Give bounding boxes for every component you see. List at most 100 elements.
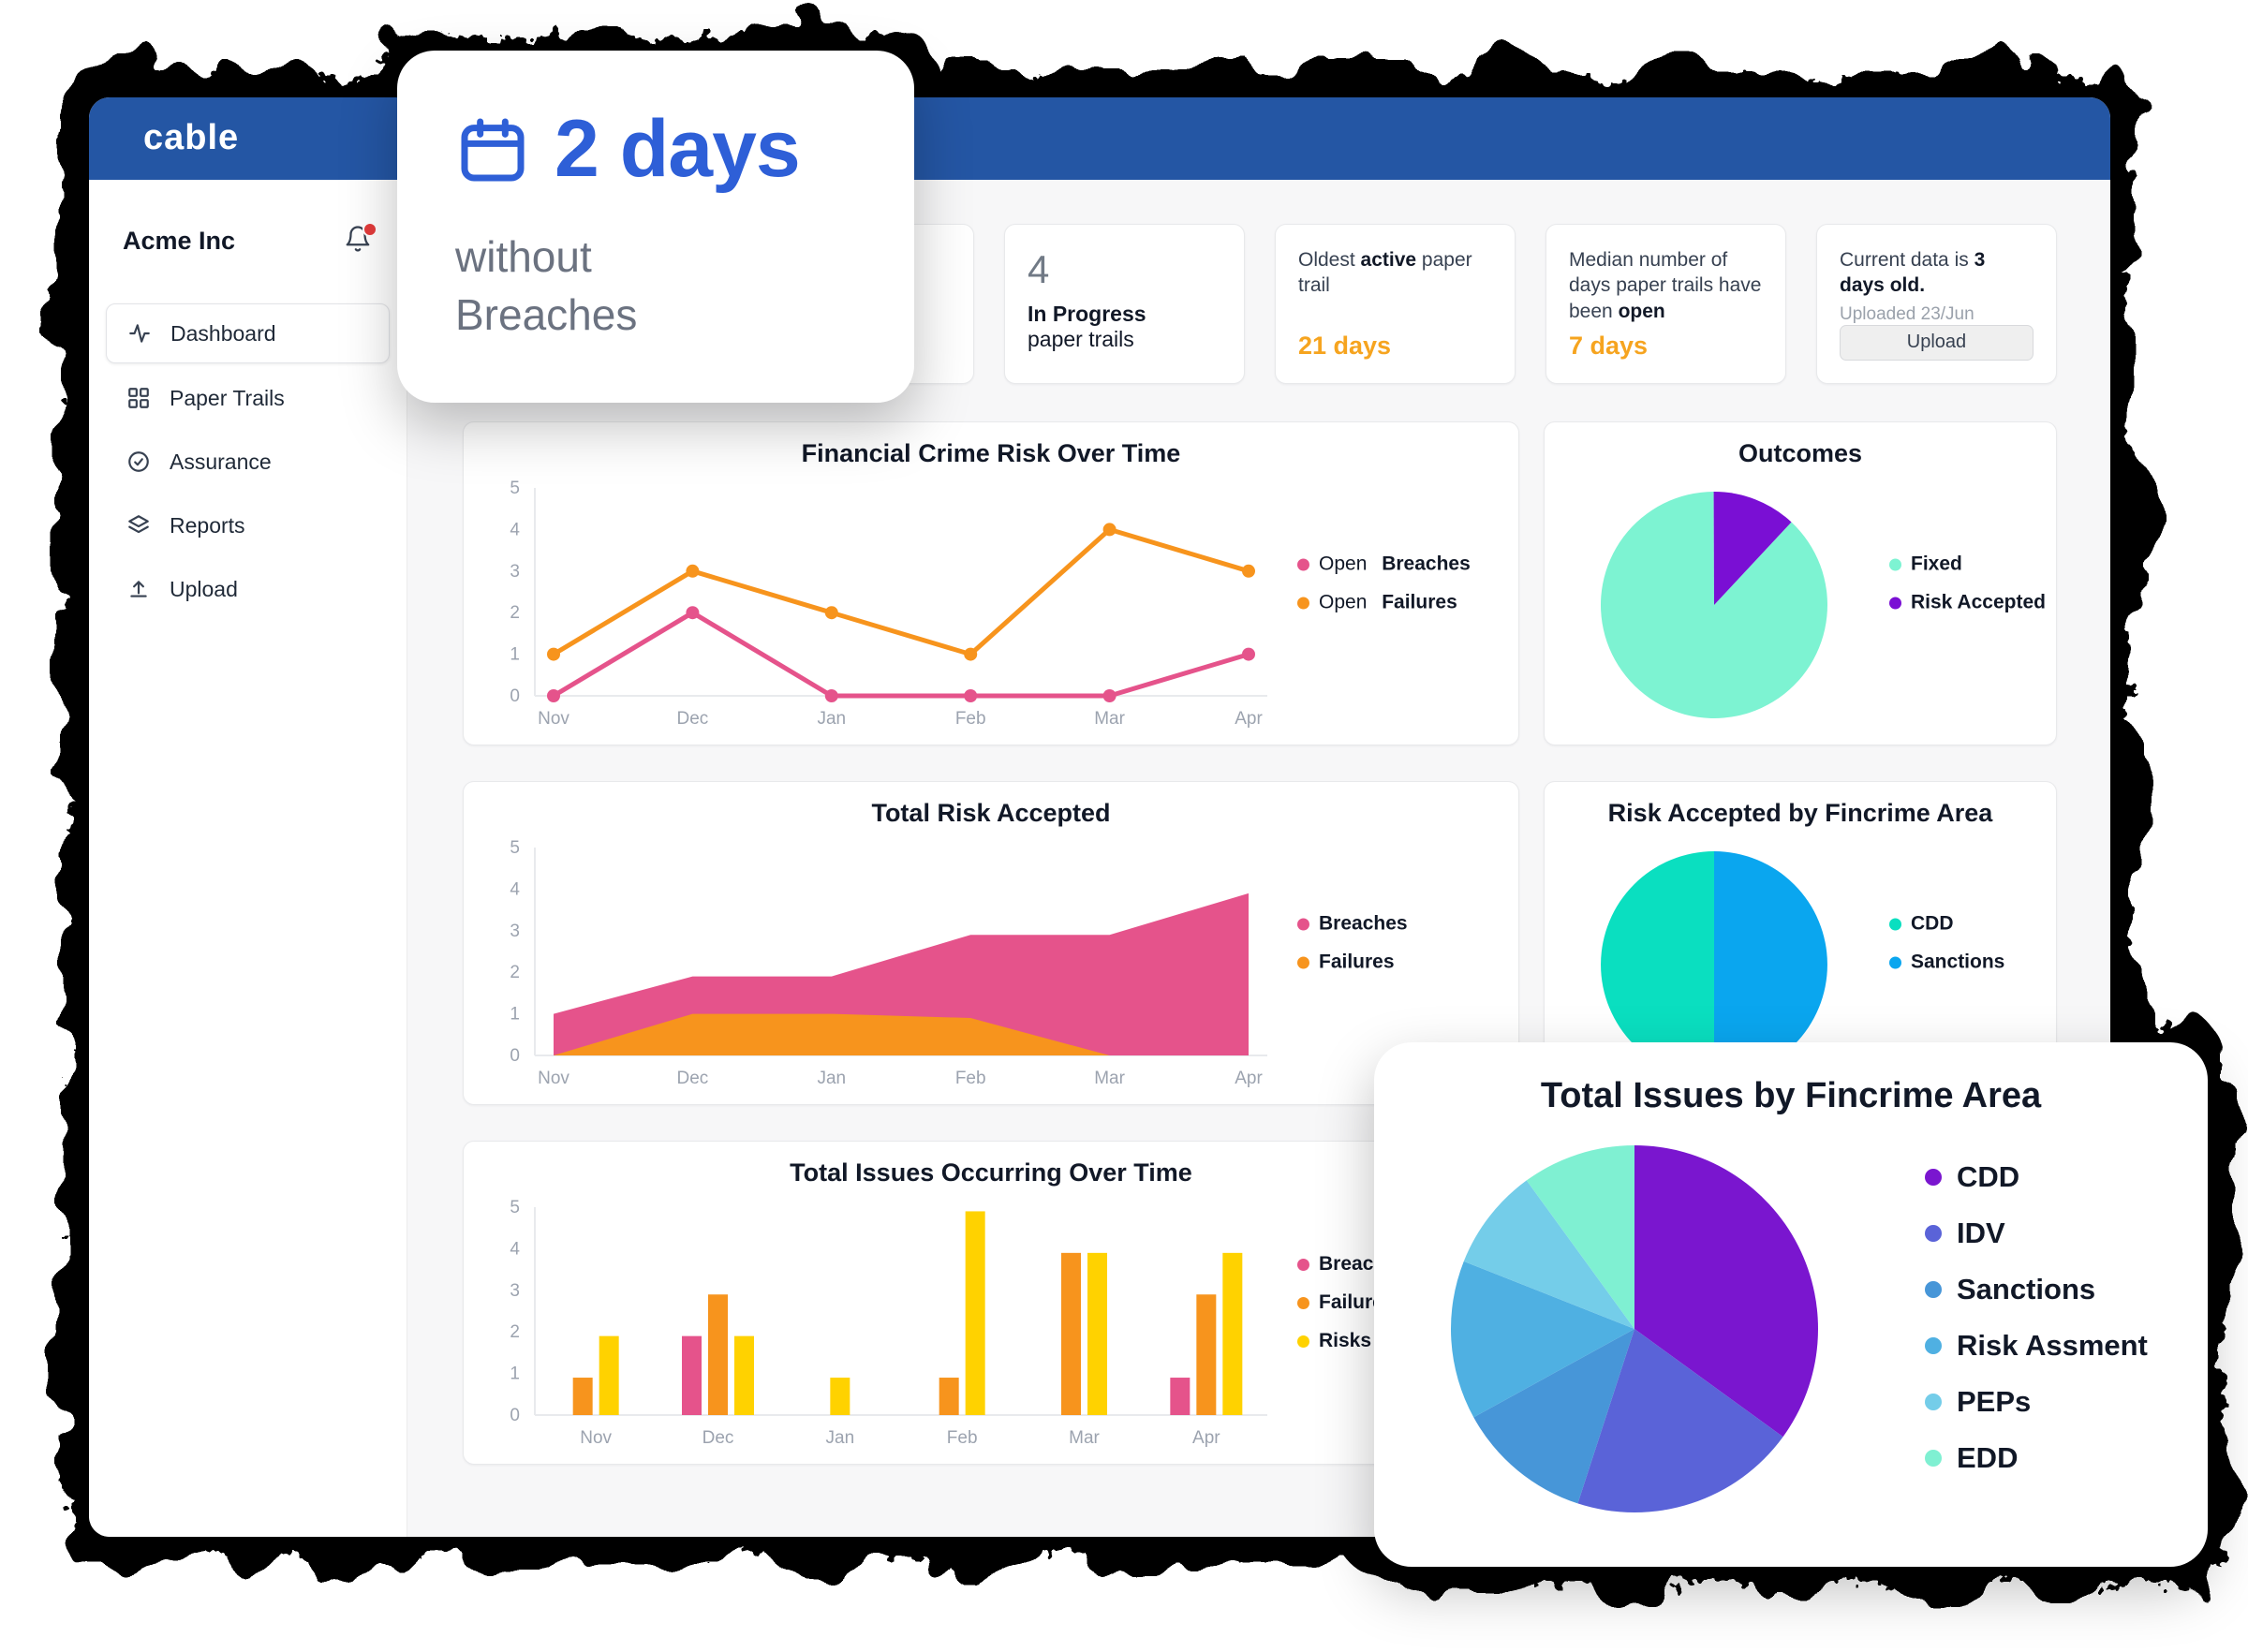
stat-card-oldest-paper-trail: Oldest active paper trail 21 days bbox=[1275, 224, 1516, 384]
legend-item: Sanctions bbox=[1889, 951, 2004, 974]
legend-swatch bbox=[1889, 597, 1901, 609]
brand-logo: cable bbox=[143, 118, 240, 157]
chart-title: Financial Crime Risk Over Time bbox=[801, 439, 1181, 467]
legend-swatch bbox=[1889, 918, 1901, 930]
svg-text:1: 1 bbox=[510, 1364, 520, 1384]
svg-text:1: 1 bbox=[510, 645, 520, 665]
legend-swatch bbox=[1925, 1281, 1942, 1298]
legend-swatch bbox=[1925, 1394, 1942, 1410]
stat-value: 7 days bbox=[1569, 332, 1649, 360]
sidebar-item-label: Paper Trails bbox=[170, 385, 285, 410]
legend-swatch bbox=[1925, 1169, 1942, 1186]
svg-text:Jan: Jan bbox=[817, 1069, 846, 1088]
svg-text:2: 2 bbox=[510, 963, 520, 982]
sidebar-item-label: Dashboard bbox=[170, 320, 276, 346]
calendar-icon bbox=[461, 118, 525, 181]
svg-text:Apr: Apr bbox=[1235, 709, 1263, 729]
stat-label-bold: In Progress bbox=[1028, 302, 1146, 326]
days-subtitle: without Breaches bbox=[455, 232, 638, 340]
pie-chart bbox=[1451, 1145, 1818, 1512]
sidebar-item-reports[interactable]: Reports bbox=[106, 496, 390, 554]
legend-swatch bbox=[1925, 1225, 1942, 1242]
legend-item: PEPs bbox=[1925, 1385, 2148, 1419]
legend-item: Risk Accepted bbox=[1889, 592, 2046, 614]
svg-text:3: 3 bbox=[510, 922, 520, 941]
legend-swatch bbox=[1925, 1337, 1942, 1354]
legend-swatch bbox=[1297, 597, 1309, 609]
svg-text:0: 0 bbox=[510, 1406, 520, 1425]
svg-text:Feb: Feb bbox=[955, 709, 986, 729]
chart-legend: CDD IDV Sanctions Risk Assment PEPs EDD bbox=[1925, 1160, 2148, 1475]
svg-text:Apr: Apr bbox=[1192, 1428, 1220, 1448]
stat-card-in-progress: 4 In Progress paper trails bbox=[1004, 224, 1245, 384]
sidebar-item-assurance[interactable]: Assurance bbox=[106, 433, 390, 491]
svg-text:Jan: Jan bbox=[817, 709, 846, 729]
svg-text:0: 0 bbox=[510, 686, 520, 706]
chart-title: Total Risk Accepted bbox=[871, 799, 1111, 827]
top-navbar: cable bbox=[89, 97, 2110, 180]
stat-title: Median number of days paper trails have … bbox=[1569, 249, 1762, 322]
svg-text:Jan: Jan bbox=[826, 1428, 855, 1448]
chart-legend: Open Breaches Open Failures bbox=[1297, 553, 1471, 614]
chart-legend: Breaches Failures bbox=[1297, 913, 1408, 974]
svg-text:4: 4 bbox=[510, 520, 520, 539]
pie-chart bbox=[1601, 492, 1827, 718]
legend-swatch bbox=[1925, 1450, 1942, 1467]
legend-item: Sanctions bbox=[1925, 1273, 2148, 1306]
svg-text:4: 4 bbox=[510, 879, 520, 899]
legend-item: Open Breaches bbox=[1297, 553, 1471, 576]
sidebar-nav: Dashboard Paper Trails Assurance Reports… bbox=[106, 303, 390, 618]
svg-text:Mar: Mar bbox=[1094, 1069, 1125, 1088]
svg-text:Dec: Dec bbox=[702, 1428, 734, 1448]
sidebar-item-label: Assurance bbox=[170, 449, 272, 474]
svg-text:3: 3 bbox=[510, 562, 520, 582]
area-chart: 0 1 2 3 4 5 Nov Dec Jan Feb Mar Apr bbox=[510, 838, 1267, 1088]
svg-text:Mar: Mar bbox=[1094, 709, 1125, 729]
svg-text:2: 2 bbox=[510, 1322, 520, 1342]
stat-card-data-age: Current data is 3 days old. Uploaded 23/… bbox=[1816, 224, 2057, 384]
sidebar-item-upload[interactable]: Upload bbox=[106, 560, 390, 618]
legend-swatch bbox=[1297, 1258, 1309, 1271]
legend-swatch bbox=[1889, 558, 1901, 570]
chart-card-outcomes: Outcomes Fixed Risk Accepted bbox=[1544, 421, 2057, 745]
stat-title: Current data is 3 days old. bbox=[1840, 249, 1986, 297]
svg-text:4: 4 bbox=[510, 1239, 520, 1259]
legend-swatch bbox=[1297, 1296, 1309, 1309]
legend-swatch bbox=[1297, 1335, 1309, 1348]
chart-card-issues-over-time: Total Issues Occurring Over Time 0 1 2 3 4 5 N… bbox=[463, 1141, 1519, 1465]
chart-card-fincrime-risk: Financial Crime Risk Over Time 0 1 2 3 4 5 Nov… bbox=[463, 421, 1519, 745]
stat-card-median-open-days: Median number of days paper trails have … bbox=[1546, 224, 1786, 384]
pie-chart bbox=[1601, 851, 1827, 1078]
sidebar-item-label: Upload bbox=[170, 576, 238, 601]
stat-title: Oldest active paper trail bbox=[1298, 249, 1472, 297]
svg-text:Feb: Feb bbox=[955, 1069, 986, 1088]
legend-item: Failures bbox=[1297, 951, 1408, 974]
legend-swatch bbox=[1297, 956, 1309, 968]
layers-icon bbox=[128, 515, 149, 534]
overlay-chart-title: Total Issues by Fincrime Area bbox=[1540, 1076, 2042, 1115]
svg-text:Dec: Dec bbox=[677, 1069, 709, 1088]
chart-legend: Fixed Risk Accepted bbox=[1889, 553, 2046, 614]
chart-title: Total Issues Occurring Over Time bbox=[790, 1158, 1192, 1187]
bell-icon bbox=[346, 226, 370, 252]
notification-dot bbox=[362, 222, 377, 237]
stat-value: 4 bbox=[1028, 247, 1050, 291]
svg-text:Mar: Mar bbox=[1069, 1428, 1100, 1448]
notifications-button[interactable] bbox=[344, 222, 377, 257]
legend-item: CDD bbox=[1889, 913, 2004, 936]
sidebar-item-label: Reports bbox=[170, 512, 245, 538]
chart-legend: CDD Sanctions bbox=[1889, 913, 2004, 974]
legend-item: Fixed bbox=[1889, 553, 2046, 576]
chart-title: Outcomes bbox=[1738, 439, 1863, 467]
svg-text:Feb: Feb bbox=[947, 1428, 978, 1448]
grid-icon bbox=[128, 388, 149, 408]
sidebar-item-dashboard[interactable]: Dashboard bbox=[106, 303, 390, 363]
svg-text:5: 5 bbox=[510, 479, 520, 498]
svg-text:Dec: Dec bbox=[677, 709, 709, 729]
svg-text:Nov: Nov bbox=[580, 1428, 612, 1448]
upload-button[interactable]: Upload bbox=[1840, 324, 2034, 361]
activity-icon bbox=[129, 324, 150, 343]
svg-text:5: 5 bbox=[510, 838, 520, 858]
legend-item: CDD bbox=[1925, 1160, 2148, 1194]
sidebar-item-paper-trails[interactable]: Paper Trails bbox=[106, 369, 390, 427]
